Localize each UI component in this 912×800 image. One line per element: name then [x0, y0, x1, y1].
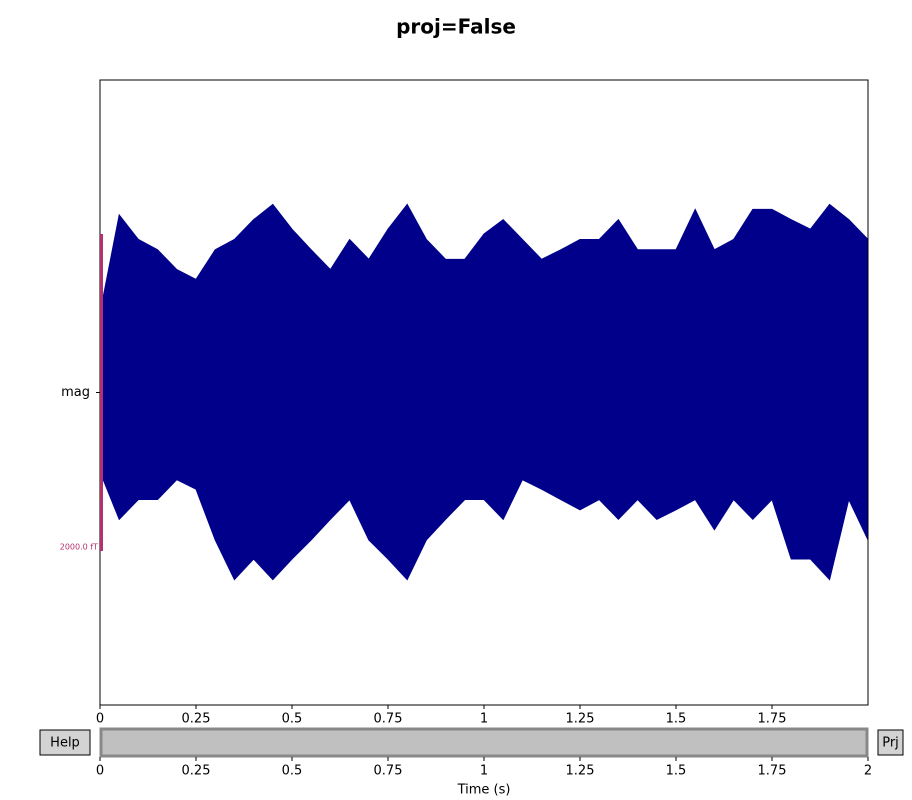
scrollbar-tick-label: 1.25: [566, 764, 595, 779]
x-axis-label: Time (s): [457, 783, 511, 798]
x-tick-label: 1: [480, 712, 488, 727]
signal-envelope: [99, 203, 869, 581]
scrollbar-tick-label: 1: [480, 764, 488, 779]
x-tick-label: 0.25: [182, 712, 211, 727]
x-tick-label: 0.5: [282, 712, 303, 727]
scrollbar-tick-label: 2: [864, 764, 872, 779]
x-tick-label: 1.25: [566, 712, 595, 727]
scale-bar-label: 2000.0 fT: [60, 543, 98, 552]
figure-title: proj=False: [396, 15, 516, 39]
scrollbar-tick-label: 1.75: [758, 764, 787, 779]
button-label[interactable]: Prj: [882, 736, 899, 751]
x-tick-label: 0: [96, 712, 104, 727]
button-label[interactable]: Help: [50, 736, 80, 751]
scrollbar-tick-label: 0.25: [182, 764, 211, 779]
x-tick-label: 1.75: [758, 712, 787, 727]
x-tick-label: 0.75: [374, 712, 403, 727]
button[interactable]: [877, 729, 904, 756]
y-tick-label: mag: [61, 385, 90, 400]
scrollbar-tick-label: 0.75: [374, 764, 403, 779]
scrollbar-tick-label: 0.5: [282, 764, 303, 779]
scrollbar-tick-label: 0: [96, 764, 104, 779]
scrollbar-thumb[interactable]: [99, 727, 869, 758]
x-tick-label: 1.5: [666, 712, 687, 727]
scrollbar-tick-label: 1.5: [666, 764, 687, 779]
button[interactable]: [39, 729, 91, 756]
